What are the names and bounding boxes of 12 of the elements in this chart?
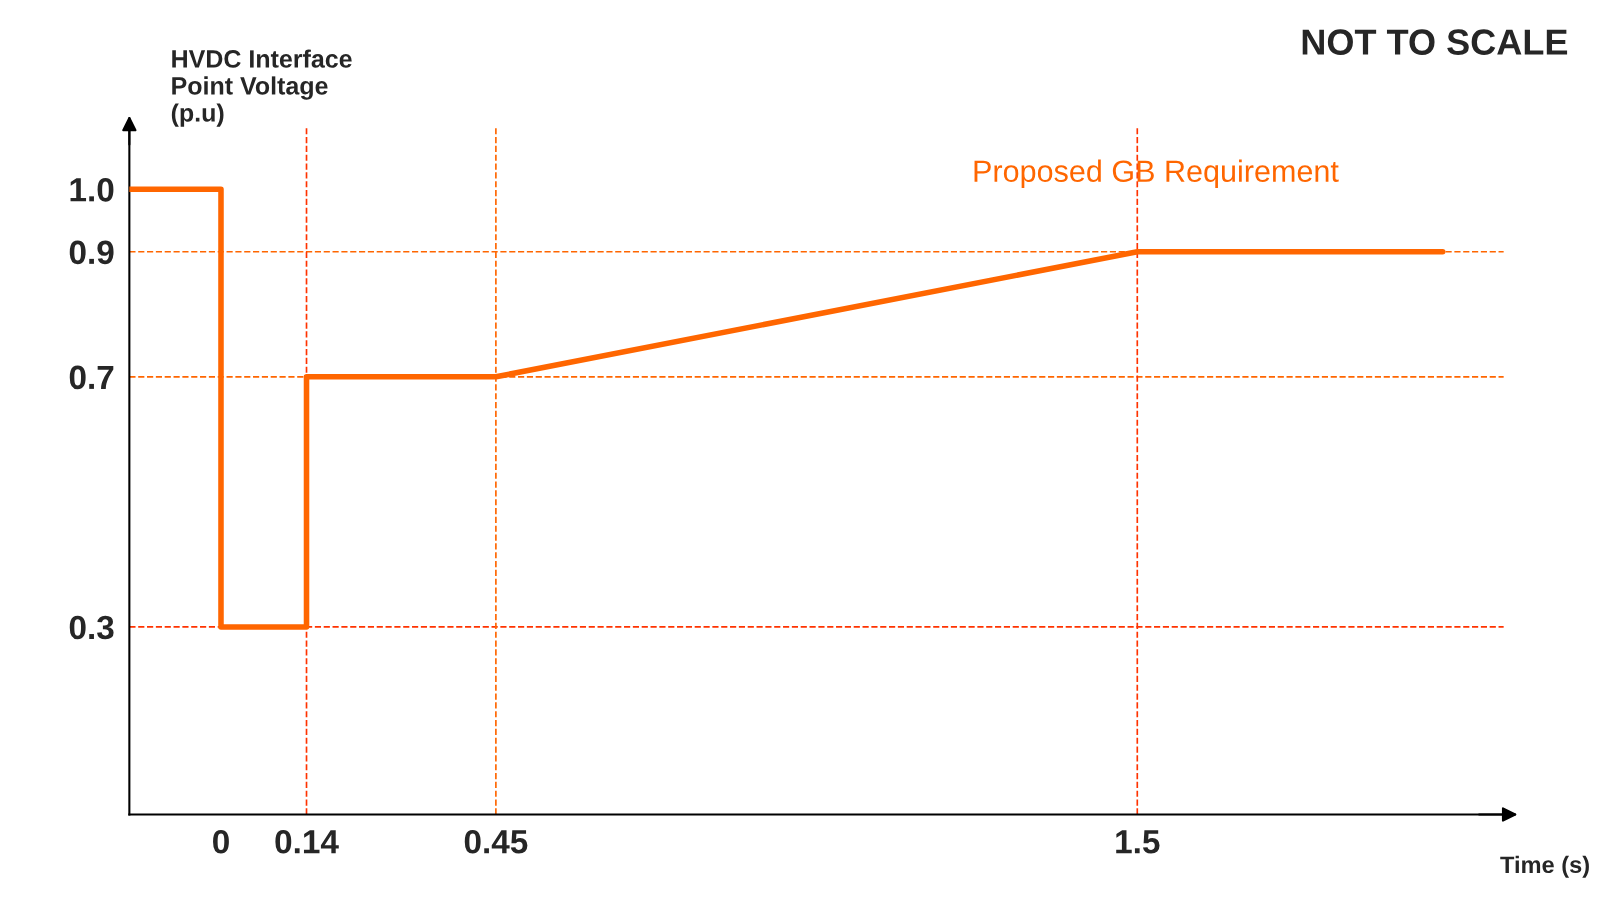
x-tick-label: 0.45	[464, 829, 528, 854]
y-axis-title: HVDC Interface Point Voltage (p.u)	[171, 49, 352, 127]
x-tick-label: 0	[213, 829, 229, 854]
y-tick-label: 0.7	[69, 365, 114, 390]
y-tick-label: 1.0	[70, 178, 114, 202]
x-tick-label: 1.5	[1116, 830, 1160, 854]
text: NOT TO SCALE	[1302, 29, 1568, 55]
text: Proposed GB Requirement	[974, 159, 1339, 189]
x-tick-label: 0.14	[275, 829, 339, 854]
y-tick-label: 0.3	[69, 615, 114, 640]
x-axis-title: Time (s)	[1500, 855, 1589, 878]
y-tick-label: 0.9	[69, 240, 114, 265]
